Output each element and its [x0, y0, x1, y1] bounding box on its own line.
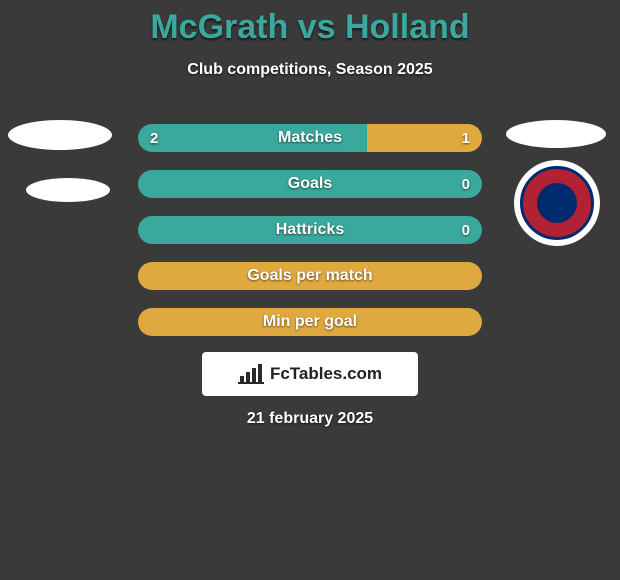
stat-bar-left-seg [138, 216, 482, 244]
page-title: McGrath vs Holland [0, 0, 620, 47]
left-player-avatars [8, 120, 112, 202]
stat-bar-left-seg [138, 170, 482, 198]
brand-label: FcTables.com [270, 364, 382, 384]
stat-bar: Hattricks0 [138, 216, 482, 244]
stat-bar-right-value: 0 [462, 216, 470, 244]
right-player-badge-area [506, 120, 606, 246]
stat-bar-left-seg [138, 124, 367, 152]
club-badge-center [537, 183, 577, 223]
brand-box[interactable]: FcTables.com [202, 352, 418, 396]
avatar-placeholder [8, 120, 112, 150]
stat-bar-right-value: 1 [462, 124, 470, 152]
stat-bar-right-seg [138, 262, 482, 290]
club-badge-inner [520, 166, 594, 240]
club-badge [514, 160, 600, 246]
avatar-placeholder [26, 178, 110, 202]
stat-bar: Matches21 [138, 124, 482, 152]
comparison-bars: Matches21Goals0Hattricks0Goals per match… [138, 124, 482, 354]
date-label: 21 february 2025 [0, 410, 620, 428]
chart-icon [238, 364, 264, 384]
stat-bar: Goals per match [138, 262, 482, 290]
stat-bar-right-seg [138, 308, 482, 336]
subtitle: Club competitions, Season 2025 [0, 61, 620, 79]
stat-bar: Goals0 [138, 170, 482, 198]
stat-bar: Min per goal [138, 308, 482, 336]
stat-bar-left-value: 2 [150, 124, 158, 152]
stat-bar-right-value: 0 [462, 170, 470, 198]
avatar-placeholder [506, 120, 606, 148]
